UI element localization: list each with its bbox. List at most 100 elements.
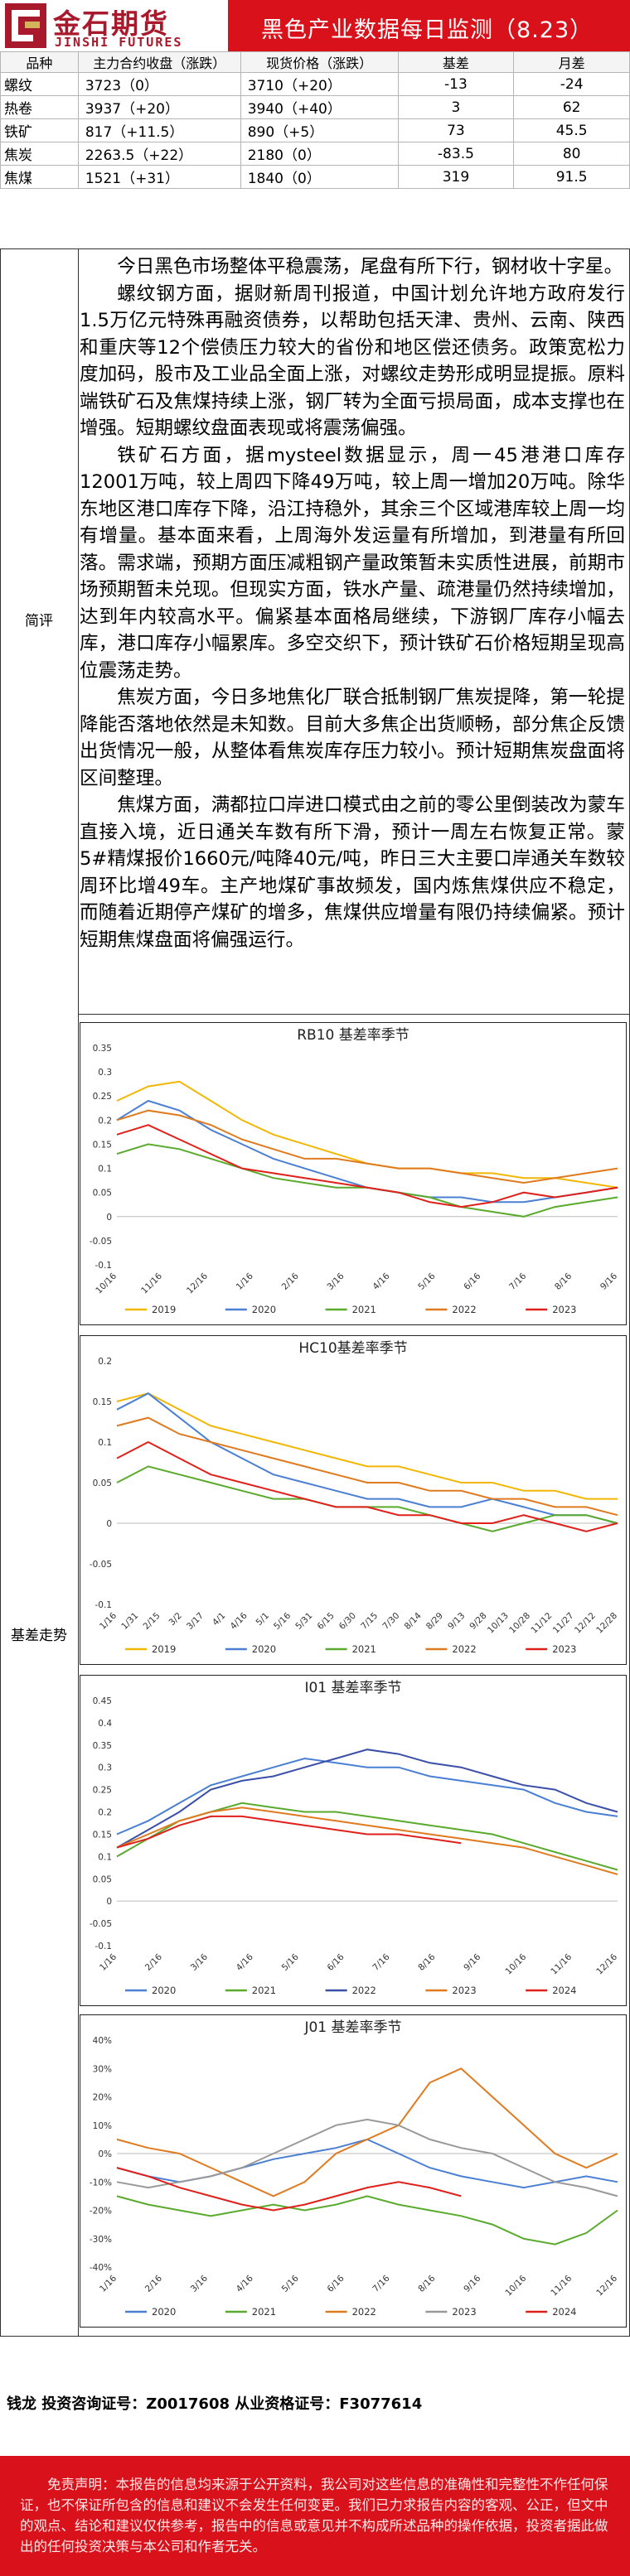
i01-basis-chart: I01 基差率季节 0.45 0.4 0.35 0.3 0.25 0.2 0.15 0.1 0.0… <box>80 1675 627 2006</box>
legend-label: 2020 <box>152 2306 176 2318</box>
hc10-basis-chart: HC10基差率季节 0.2 0.15 0.1 0.05 0 -0.05 -0.1 1/16 1/3… <box>80 1335 627 1665</box>
x-tick-label: 4/16 <box>235 2273 255 2294</box>
spot-price: 1840（0） <box>240 165 399 189</box>
chart-title: HC10基差率季节 <box>298 1340 407 1357</box>
x-tick-label: 3/17 <box>185 1611 206 1632</box>
column-header: 主力合约收盘（涨跌） <box>77 51 241 73</box>
section-divider <box>78 1014 630 1015</box>
chart-title: J01 基差率季节 <box>303 2019 401 2036</box>
series-line-2023 <box>116 1440 618 1532</box>
commentary-paragraph: 今日黑色市场整体平稳震荡，尾盘有所下行，钢材收十字星。 <box>117 256 623 277</box>
series-line-2023 <box>116 2118 618 2197</box>
legend-label: 2024 <box>552 2306 576 2318</box>
basis-value: -83.5 <box>397 142 515 166</box>
commodity-name: 焦煤 <box>0 165 79 189</box>
x-tick-label: 11/16 <box>139 1271 164 1295</box>
x-tick-label: 11/16 <box>549 1951 574 1976</box>
y-tick-label: 0.05 <box>93 1189 112 1199</box>
legend-label: 2022 <box>452 1304 476 1315</box>
title-bar: 黑色产业数据每日监测（8.23） <box>228 0 630 51</box>
series-line-2019 <box>116 1080 618 1189</box>
chart-title: RB10 基差率季节 <box>297 1027 410 1044</box>
x-tick-label: 8/29 <box>424 1611 445 1632</box>
column-header: 基差 <box>397 51 515 73</box>
x-tick-label: 6/16 <box>462 1271 482 1291</box>
x-tick-label: 6/15 <box>316 1611 337 1632</box>
legend-label: 2022 <box>452 1643 476 1655</box>
table-row: 热卷 3937（+20） 3940（+40） 3 62 <box>0 95 630 119</box>
y-tick-label: -40% <box>90 2263 112 2273</box>
commentary-paragraph: 铁矿石方面，据mysteel数据显示，周一45港港口库存12001万吨，较上周四… <box>80 444 625 682</box>
y-tick-label: -0.05 <box>90 1237 112 1247</box>
futures-close: 3937（+20） <box>77 95 241 119</box>
legend-label: 2023 <box>452 1985 476 1996</box>
disclaimer-text: 免责声明：本报告的信息均来源于公开资料，我公司对这些信息的准确性和完整性不作任何… <box>20 2477 608 2554</box>
company-logo: 金石期货 JINSHI FUTURES <box>0 0 228 51</box>
x-tick-label: 1/16 <box>98 1951 119 1972</box>
x-tick-label: 7/15 <box>359 1611 380 1632</box>
legend-label: 2023 <box>452 2306 476 2318</box>
y-tick-label: 0.1 <box>98 1852 112 1862</box>
x-tick-label: 4/1 <box>211 1611 227 1628</box>
rb10-basis-chart: RB10 基差率季节 0.35 0.3 0.25 0.2 0.15 0.1 0.05 0 -0.0… <box>80 1022 627 1325</box>
legend-label: 2022 <box>352 2306 376 2318</box>
commentary-section-label: 简评 <box>25 613 53 630</box>
y-tick-label: -10% <box>90 2178 112 2188</box>
spot-price: 2180（0） <box>240 142 399 166</box>
legend-label: 2022 <box>352 1985 376 1996</box>
x-tick-label: 3/16 <box>189 1951 210 1972</box>
futures-close: 2263.5（+22） <box>77 142 241 166</box>
legend-label: 2021 <box>352 1643 376 1655</box>
commodity-name: 螺纹 <box>0 72 79 96</box>
commodity-name: 铁矿 <box>0 118 79 142</box>
series-line-2023 <box>116 1807 618 1875</box>
table-row: 铁矿 817（+11.5） 890（+5） 73 45.5 <box>0 118 630 142</box>
futures-close: 817（+11.5） <box>77 118 241 142</box>
logo-chinese-name: 金石期货 <box>53 7 169 40</box>
commentary-text: 今日黑色市场整体平稳震荡，尾盘有所下行，钢材收十字星。 螺纹钢方面，据财新周刊报… <box>80 253 625 953</box>
footer-divider <box>0 2336 630 2337</box>
y-tick-label: 0.25 <box>93 1786 112 1796</box>
y-tick-label: -20% <box>90 2207 112 2217</box>
x-tick-label: 3/2 <box>167 1611 183 1628</box>
report-title: 黑色产业数据每日监测（8.23） <box>261 17 594 43</box>
series-line-2022 <box>116 1749 618 1849</box>
x-tick-label: 11/27 <box>551 1611 576 1636</box>
x-tick-label: 7/16 <box>507 1271 528 1291</box>
table-row: 焦炭 2263.5（+22） 2180（0） -83.5 80 <box>0 142 630 166</box>
column-header: 品种 <box>0 51 79 73</box>
market-data-table: 品种 主力合约收盘（涨跌） 现货价格（涨跌） 基差 月差 螺纹 3723（0） … <box>0 51 630 189</box>
analyst-credentials: 钱龙 投资咨询证号：Z0017608 从业资格证号：F3077614 <box>7 2395 423 2413</box>
y-tick-label: -30% <box>90 2235 112 2245</box>
x-tick-label: 9/16 <box>462 2273 482 2294</box>
y-tick-label: 0.2 <box>98 1357 112 1367</box>
y-tick-label: -0.05 <box>90 1919 112 1929</box>
x-tick-label: 5/31 <box>293 1611 314 1632</box>
x-tick-label: 5/1 <box>254 1611 271 1628</box>
spread-value: 91.5 <box>513 165 630 189</box>
series-line-2022 <box>116 2067 618 2197</box>
y-tick-label: 0.15 <box>93 1140 112 1150</box>
y-tick-label: 0.4 <box>98 1719 112 1729</box>
logo-mark-icon <box>5 3 46 48</box>
x-tick-label: 12/12 <box>573 1611 598 1636</box>
y-tick-label: 10% <box>93 2121 112 2131</box>
x-tick-label: 2/16 <box>143 2273 164 2294</box>
series-line-2024 <box>116 1815 462 1849</box>
y-tick-label: 0.1 <box>98 1438 112 1448</box>
series-line-2021 <box>116 2195 618 2246</box>
x-tick-label: 9/13 <box>446 1611 467 1632</box>
table-row: 焦煤 1521（+31） 1840（0） 319 91.5 <box>0 165 630 189</box>
basis-value: 319 <box>397 165 515 189</box>
series-line-2024 <box>116 2167 462 2212</box>
spot-price: 890（+5） <box>240 118 399 142</box>
x-tick-label: 11/12 <box>529 1611 554 1636</box>
x-tick-label: 10/28 <box>507 1611 532 1636</box>
legend-label: 2021 <box>352 1304 376 1315</box>
legend-label: 2021 <box>252 1985 276 1996</box>
x-tick-label: 7/16 <box>371 2273 391 2294</box>
spread-value: -24 <box>513 72 630 96</box>
column-header: 月差 <box>513 51 630 73</box>
commentary-paragraph: 焦炭方面，今日多地焦化厂联合抵制钢厂焦炭提降，第一轮提降能否落地依然是未知数。目… <box>80 687 625 789</box>
x-tick-label: 12/16 <box>594 2273 619 2298</box>
